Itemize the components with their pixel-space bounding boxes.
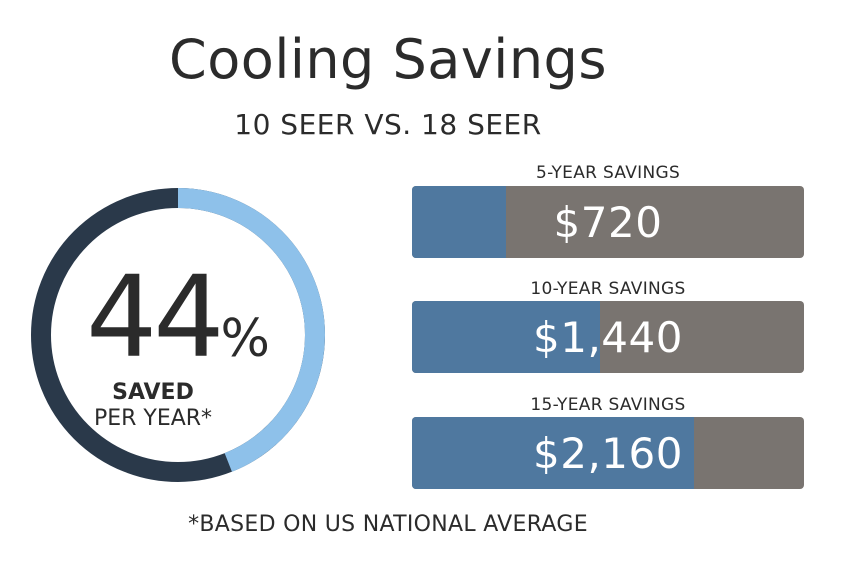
per-year-label: PER YEAR* [93,406,213,431]
bar-fill-10-year [412,301,601,373]
percent-sign: % [220,309,270,369]
bar-fill-5-year [412,186,507,258]
bar-15-year: $2,160 [412,417,804,489]
bar-label-5-year: 5-YEAR SAVINGS [535,163,681,183]
percent-value: 44% [28,262,328,374]
footnote: *BASED ON US NATIONAL AVERAGE [188,512,588,537]
percent-donut [31,188,325,482]
bar-fill-15-year [412,417,695,489]
bar-value-10-year: $1,440 [533,312,683,362]
bar-label-15-year: 15-YEAR SAVINGS [530,395,686,415]
bar-10-year: $1,440 [412,301,804,373]
bar-label-10-year: 10-YEAR SAVINGS [530,279,686,299]
bar-value-5-year: $720 [553,197,663,247]
saved-label: SAVED [112,380,194,405]
bar-value-15-year: $2,160 [533,428,683,478]
donut-highlight-segment [31,188,325,482]
percent-number: 44 [86,253,225,383]
chart-title: Cooling Savings [169,28,607,91]
chart-subtitle: 10 SEER VS. 18 SEER [234,108,542,141]
bar-5-year: $720 [412,186,804,258]
